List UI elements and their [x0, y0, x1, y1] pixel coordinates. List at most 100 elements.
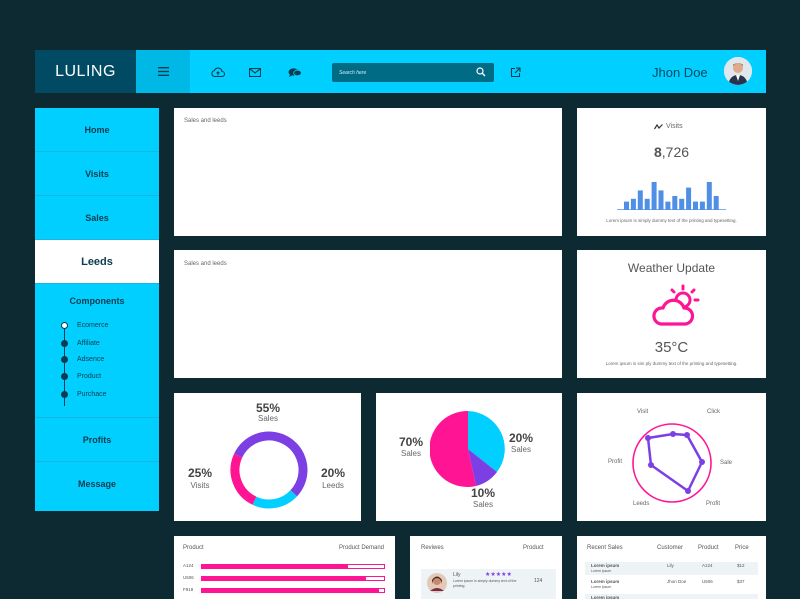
pie-bottom-percent: 10% [470, 486, 496, 500]
dot-icon [61, 356, 68, 363]
donut-right-percent: 20% [320, 466, 346, 480]
pie-left-label: Sales [400, 449, 421, 458]
donut-left-label: Visits [190, 481, 210, 490]
visits-bar [644, 198, 650, 210]
external-link-icon[interactable] [507, 64, 523, 80]
rating-stars-icon: ★★★★★ [485, 572, 512, 578]
visits-bar [686, 187, 692, 210]
sidebar-components: Components Ecomerce Affiliate Adsence Pr… [35, 284, 159, 418]
active-dot-icon [61, 322, 68, 329]
table-row[interactable] [585, 578, 758, 591]
demand-bar-track [201, 564, 385, 569]
sidebar: Home Visits Sales Leeds Components Ecome… [35, 108, 159, 511]
review-text: Lorem ipsum is simply dummy text of the … [453, 579, 517, 588]
visits-bar [630, 198, 636, 210]
reviewer-name: Lily [453, 572, 461, 578]
donut-chart [230, 431, 308, 509]
partly-cloudy-icon [652, 284, 700, 326]
table-row[interactable] [585, 562, 758, 575]
reviews-card: Reviwes Product Lily ★★★★★ Lorem ipsum i… [410, 536, 562, 599]
product-header: Product [183, 545, 204, 551]
price-header: Price [735, 545, 749, 551]
radar-card: Visit Click Sale Profit Leeds Profit [577, 393, 766, 521]
sidebar-components-title[interactable]: Components [69, 296, 125, 306]
cell-subtext: Lorem ipsum [591, 585, 612, 589]
search-input[interactable] [339, 66, 459, 79]
visits-bar [699, 201, 705, 210]
radar-label-leeds: Leeds [633, 501, 650, 507]
chat-icon[interactable] [287, 64, 303, 80]
review-product-count: 124 [534, 578, 543, 584]
visits-bar [624, 201, 629, 210]
components-timeline [64, 322, 65, 406]
search-bar [332, 63, 494, 82]
donut-top-label: Sales [257, 414, 278, 423]
cell-item: Lorem ipsum [591, 579, 620, 584]
line-chart-card: Sales and leeds 700600500400300200100Jan… [174, 108, 562, 236]
activity-icon [654, 124, 663, 130]
sidebar-item-visits[interactable]: Visits [35, 152, 159, 196]
product-code: U506 [183, 575, 194, 580]
radar-label-sale: Sale [720, 460, 733, 466]
sidebar-subitem-product[interactable]: Product [61, 373, 101, 380]
pie-left-percent: 70% [398, 435, 424, 449]
radar-label-profit-right: Profit [706, 501, 721, 507]
visits-bar [665, 201, 671, 210]
review-item[interactable]: Lily ★★★★★ Lorem ipsum is simply dummy t… [421, 569, 556, 599]
visits-card: Visits 8,726 Lorem ipsum is simply dummy… [577, 108, 766, 236]
dot-icon [61, 340, 68, 347]
pie-chart [430, 411, 505, 487]
upload-cloud-icon[interactable] [210, 64, 226, 80]
cell-subtext: Lorem ipsum [591, 569, 612, 573]
product-code: A124 [183, 563, 194, 568]
avatar[interactable] [724, 57, 752, 85]
cell-item: Lorem ipsum [591, 595, 620, 599]
visits-bar [658, 190, 664, 210]
mail-icon[interactable] [247, 64, 263, 80]
sidebar-subitem-purchace[interactable]: Purchace [61, 391, 107, 398]
sidebar-subitem-affiliate[interactable]: Affiliate [61, 340, 100, 347]
demand-bar-track [201, 576, 385, 581]
sidebar-subitem-ecomerce[interactable]: Ecomerce [61, 322, 109, 329]
pie-bottom-label: Sales [472, 500, 493, 509]
search-icon[interactable] [476, 67, 486, 77]
top-bar: LULING Jhon Doe [35, 50, 766, 93]
temperature: 35°C [654, 339, 689, 356]
visits-bar [713, 196, 719, 210]
sidebar-subitem-adsence[interactable]: Adsence [61, 356, 104, 363]
reviews-product-header: Product [523, 545, 544, 551]
donut-card: 55% Sales 25% Visits 20% Leeds [174, 393, 361, 521]
sidebar-item-sales[interactable]: Sales [35, 196, 159, 240]
visits-bar [637, 190, 643, 210]
cell-item: Lorem ipsum [591, 563, 620, 568]
table-row[interactable] [585, 594, 758, 599]
sidebar-item-leeds[interactable]: Leeds [35, 240, 159, 284]
sidebar-item-home[interactable]: Home [35, 108, 159, 152]
dot-icon [61, 373, 68, 380]
donut-left-percent: 25% [187, 466, 213, 480]
reviews-header: Reviwes [421, 545, 444, 551]
recent-sales-card: Recent Sales Customer Product Price Lore… [577, 536, 766, 599]
radar-label-click: Click [707, 409, 720, 415]
weather-title: Weather Update [627, 261, 716, 275]
cell-customer: Jhon Doe [667, 579, 687, 584]
sidebar-item-message[interactable]: Message [77, 479, 117, 489]
menu-icon [157, 67, 169, 76]
dot-icon [61, 391, 68, 398]
user-name[interactable]: Jhon Doe [652, 65, 708, 80]
visits-bar [672, 196, 678, 210]
area-chart-card: Sales and leeds JanFebMarAprMayJunJulAug… [174, 250, 562, 378]
sidebar-item-profits[interactable]: Profits [35, 418, 159, 462]
menu-button[interactable] [136, 50, 190, 93]
radar-chart [632, 423, 712, 503]
cell-product: U506 [702, 579, 713, 584]
reviewer-avatar [427, 573, 447, 593]
product-header: Product [698, 545, 719, 551]
app-logo[interactable]: LULING [35, 50, 136, 93]
cell-price: $12 [737, 563, 745, 568]
visits-bar [706, 182, 712, 210]
line-chart: 700600500400300200100JanFebMarAprMayJunJ… [174, 108, 562, 236]
visits-bar [693, 201, 698, 210]
demand-bar-fill [202, 565, 348, 568]
area-chart-title: Sales and leeds [184, 261, 227, 267]
